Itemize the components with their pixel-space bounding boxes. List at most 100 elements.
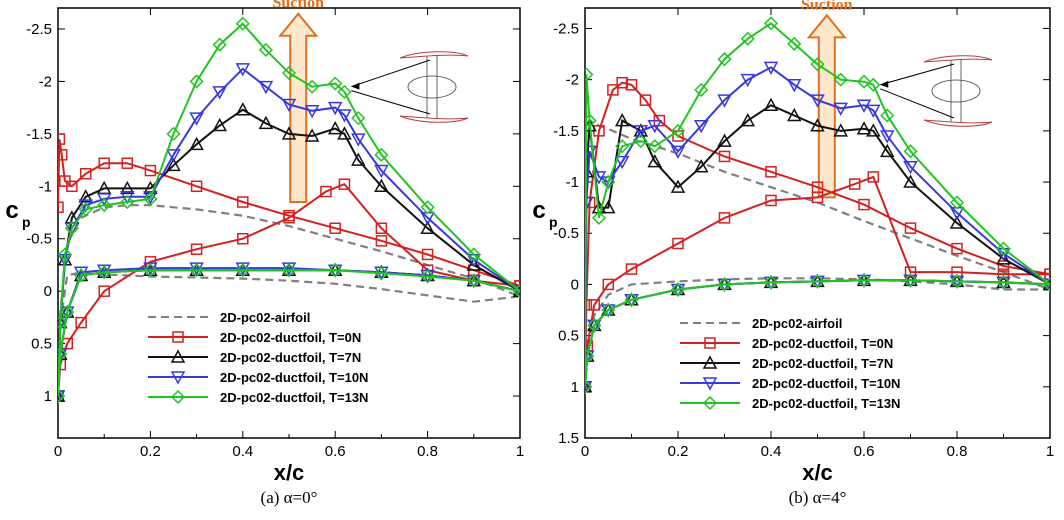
chart-a-point-t0: [237, 196, 249, 208]
chart-a-point-t0: [75, 316, 87, 329]
chart-a-point-t10: [337, 109, 352, 123]
chart-a-point-t13: [97, 265, 112, 280]
chart-a-point-t7: [466, 257, 482, 271]
chart-a-y-tick-label: -2: [39, 73, 52, 90]
chart-b-point-t10: [866, 104, 881, 118]
chart-b-point-t7: [614, 113, 630, 127]
chart-a-svg: 0 0.2 0.4 0.6 0.8 1 -2.5 -2 -1.5 -1 -0.5 0 0.5 1 x/c c p…: [5, 0, 524, 507]
chart-a-y-tick-label: 1: [44, 388, 52, 405]
chart-b-y-tick-label: -1: [566, 174, 579, 191]
chart-b-point-t13: [615, 139, 630, 154]
chart-b-y-tick-label: 1: [571, 379, 579, 396]
chart-a-inset-upper-foil: [399, 51, 469, 59]
chart-a-point-t0: [58, 133, 66, 145]
chart-a-point-t0: [329, 222, 341, 234]
chart-b-point-t0: [639, 94, 652, 106]
chart-a-plot-area: [58, 12, 520, 404]
chart-b-point-t7: [866, 123, 881, 137]
chart-b-point-t10: [810, 94, 825, 108]
chart-b-point-t7: [879, 143, 895, 158]
chart-b-y-tick-label: -2.5: [553, 20, 579, 37]
chart-a-series-line-t13: [58, 22, 520, 397]
chart-b-series-line-t13: [585, 22, 1050, 387]
chart-a-point-t10: [96, 193, 112, 207]
chart-b-x-axis-label: x/c: [802, 460, 833, 485]
chart-b-y-tick-label: -2: [566, 72, 579, 89]
chart-b-point-t0: [602, 278, 614, 291]
chart-b-point-t10: [614, 155, 630, 170]
chart-b-point-t13: [949, 195, 965, 210]
chart-b-point-t13: [880, 108, 895, 123]
chart-b-point-t13: [717, 52, 732, 67]
chart-b-point-t7: [856, 121, 872, 135]
chart-b-point-t13: [585, 113, 597, 128]
chart-a-point-t13: [337, 84, 352, 99]
chart-a-point-t13: [258, 42, 273, 58]
chart-a-point-t13: [420, 200, 435, 215]
chart-a-point-t10: [96, 264, 112, 278]
chart-a-point-t13: [235, 263, 250, 278]
chart-a-point-t13: [58, 247, 72, 262]
chart-b-point-t7: [740, 113, 756, 127]
chart-b-point-t13: [585, 379, 593, 394]
chart-a-y-tick-label: -2.5: [26, 21, 52, 38]
chart-a-point-t13: [58, 315, 68, 330]
chart-b-point-t13: [856, 74, 872, 89]
chart-b-point-t7: [693, 159, 709, 173]
chart-a-x-tick-label: 0: [54, 443, 62, 460]
chart-a-point-t7: [281, 126, 297, 140]
chart-b-point-t0: [858, 198, 870, 211]
chart-b-point-t0: [607, 84, 619, 96]
chart-b-point-t13: [810, 274, 825, 289]
chart-a-point-t13: [235, 16, 250, 31]
chart-a-point-t10: [189, 112, 204, 126]
chart-b-point-t13: [763, 16, 779, 31]
chart-b-point-t7: [647, 154, 663, 168]
chart-b-point-t10: [786, 79, 802, 93]
chart-b-point-t13: [949, 274, 965, 289]
chart-b-point-t7: [810, 118, 825, 132]
chart-a-point-t0: [58, 149, 68, 161]
chart-a-point-t7: [374, 178, 389, 193]
chart-a-point-t0: [320, 185, 332, 198]
chart-panel-a: 0 0.2 0.4 0.6 0.8 1 -2.5 -2 -1.5 -1 -0.5 0 0.5 1 x/c c p…: [5, 0, 524, 507]
chart-b-point-t0: [718, 150, 731, 163]
chart-b-point-t7: [670, 179, 686, 193]
chart-b-point-t0: [904, 222, 917, 234]
chart-b-point-t13: [670, 123, 686, 138]
chart-a-x-tick-label: 1: [516, 443, 524, 460]
chart-a-point-t0: [121, 157, 134, 169]
chart-b-point-t0: [848, 178, 861, 190]
chart-b-svg: 0 0.2 0.4 0.6 0.8 1 -2.5 -2 -1.5 -1 -0.5 0 0.5 1 1.5 x/…: [532, 0, 1054, 507]
chart-a-point-t0: [190, 180, 203, 193]
chart-a-y-tick-label: 0.5: [31, 336, 52, 353]
chart-a-point-t10: [327, 101, 343, 116]
chart-a-point-t13: [374, 266, 389, 281]
chart-b-point-t13: [717, 277, 732, 292]
chart-b-point-t0: [867, 171, 880, 183]
chart-a-point-t10: [374, 164, 389, 179]
chart-a-inset-motor: [407, 75, 457, 99]
chart-b-y-tick-label: -1.5: [553, 123, 579, 140]
chart-b-point-t10: [647, 119, 663, 134]
chart-b-point-t13: [601, 302, 616, 318]
chart-a-point-t13: [466, 247, 481, 262]
chart-b-point-t0: [588, 299, 601, 311]
chart-a-point-t13: [512, 284, 520, 299]
chart-a-point-t0: [190, 243, 203, 255]
chart-a-point-t0: [98, 157, 110, 169]
chart-b-y-tick-label: -0.5: [553, 225, 579, 242]
chart-b-point-t13: [633, 134, 648, 149]
chart-a-point-t7: [166, 157, 181, 172]
chart-b-point-t7: [949, 215, 965, 229]
chart-a-point-t13: [166, 126, 181, 141]
chart-b-point-t10: [903, 160, 918, 175]
chart-a-legend-marker-t7: [170, 349, 186, 363]
chart-a-point-t10: [189, 262, 204, 276]
chart-a-point-t10: [120, 191, 135, 205]
chart-b-suction-label: Suction: [801, 0, 853, 13]
chart-a-point-t13: [328, 263, 343, 278]
chart-b-point-t13: [694, 82, 709, 97]
chart-a-point-t13: [64, 221, 79, 236]
chart-b-legend-label-t13: 2D-pc02-ductfoil, T=13N: [752, 396, 900, 411]
